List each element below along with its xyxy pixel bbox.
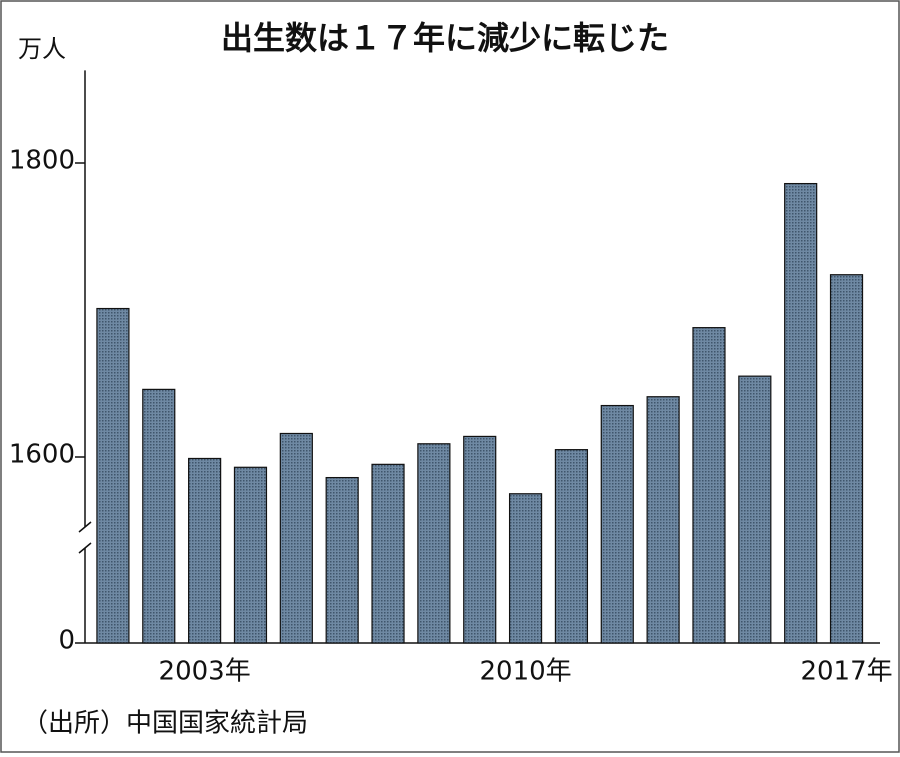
chart-title: 出生数は１７年に減少に転じた [221,19,669,57]
bar [371,463,405,644]
axis-break [78,542,92,554]
bar [600,404,634,644]
y-tick-label: 0 [58,626,75,656]
bar [463,435,497,644]
bar [554,449,589,644]
bar [233,466,268,644]
bar [508,493,543,644]
x-tick-label: 2003年 [159,657,251,687]
bar [784,182,818,644]
bar [188,457,222,644]
y-axis-unit: 万人 [18,35,66,63]
bar [829,274,864,644]
bar [325,476,359,644]
axis-break [78,521,92,533]
x-tick-label: 2010年 [479,657,571,687]
y-tick-label: 1600 [9,440,75,470]
source-note: （出所）中国国家統計局 [22,709,308,739]
x-tick-label: 2017年 [800,657,892,687]
y-tick-label: 1800 [9,146,75,176]
bar [738,375,772,644]
bar [417,443,451,644]
bar [142,388,176,644]
bar [692,327,726,644]
bar [279,432,313,644]
bar [646,396,680,644]
bar [96,307,130,644]
